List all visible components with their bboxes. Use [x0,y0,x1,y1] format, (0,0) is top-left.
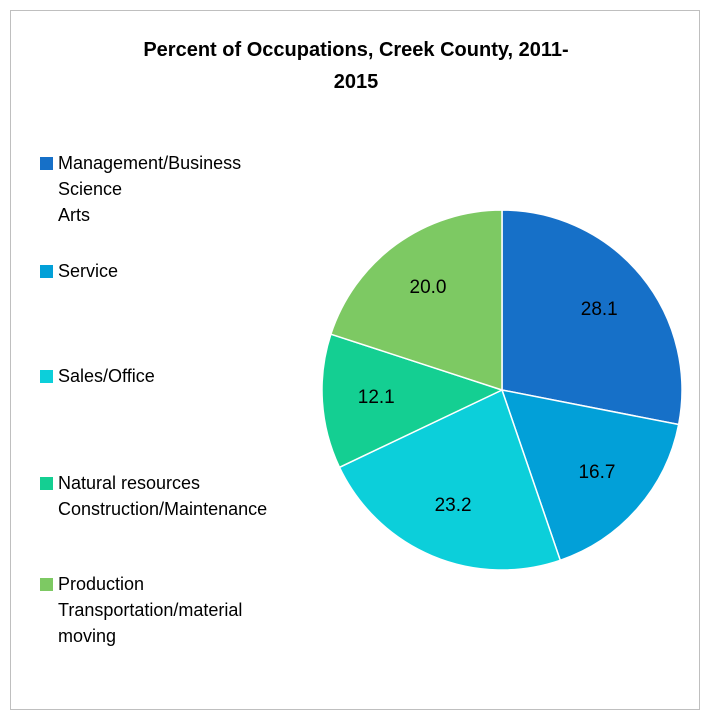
chart-title: Percent of Occupations, Creek County, 20… [143,39,569,93]
legend-label: Sales/Office [58,366,155,386]
pie-slice [321,333,505,469]
data-label: 23.2 [435,495,472,516]
data-label: 12.1 [358,387,395,408]
data-label: 28.1 [581,299,618,320]
legend-label: Production Transportation/material movin… [58,574,243,646]
legend-label: Management/Business Science Arts [58,153,242,225]
legend-label: Natural resources Construction/Maintenan… [58,473,268,519]
pie-slice [338,388,562,571]
legend-label: Service [58,261,119,281]
legend-swatch [40,578,53,591]
legend-swatch [40,157,53,170]
data-label: 20.0 [410,277,447,298]
legend-swatch [40,477,53,490]
pie-slice [501,209,683,426]
pie-slice [329,209,503,392]
legend-swatch [40,265,53,278]
legend-swatch [40,370,53,383]
data-label: 16.7 [578,462,615,483]
